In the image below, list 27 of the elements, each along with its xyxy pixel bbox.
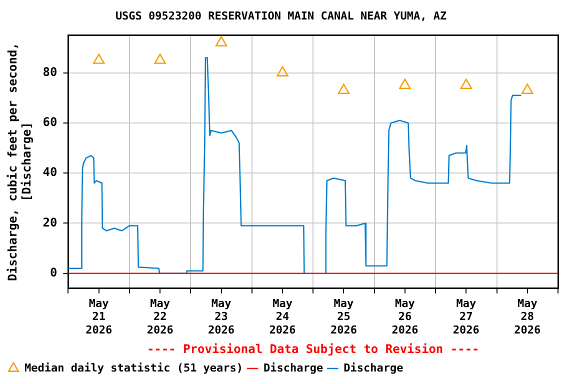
y-axis-title: Discharge, cubic feet per second, [Discharge]: [5, 42, 34, 282]
x-tick-label: May 21 2026: [86, 296, 112, 336]
point: [338, 84, 350, 94]
point: [154, 54, 166, 64]
chart-title: USGS 09523200 RESERVATION MAIN CANAL NEAR YUMA, AZ: [115, 9, 447, 22]
x-tick-label: May 23 2026: [208, 296, 235, 336]
x-tick-label: May 25 2026: [330, 296, 358, 336]
x-tick-label: May 24 2026: [269, 296, 296, 336]
point: [276, 66, 288, 76]
point: [93, 54, 105, 64]
y-tick-label: 80: [42, 64, 58, 79]
y-tick-label: 0: [50, 265, 58, 280]
legend-label: Discharge: [344, 361, 404, 374]
legend-label: Discharge: [264, 361, 324, 374]
legend-label: Median daily statistic (51 years): [24, 361, 244, 374]
point: [460, 78, 472, 89]
x-tick-label: May 26 2026: [392, 296, 419, 336]
point: [215, 36, 228, 46]
y-tick-label: 60: [42, 115, 58, 130]
y-tick-label: 40: [42, 165, 58, 180]
text: ---- Provisional Data Subject to Revision ----: [146, 342, 480, 356]
y-tick-label: 20: [42, 215, 58, 230]
x-tick-label: May 28 2026: [514, 296, 542, 336]
x-tick-label: May 22 2026: [146, 296, 174, 336]
x-tick-label: May 27 2026: [452, 296, 480, 336]
point: [399, 78, 411, 89]
point: [522, 84, 534, 94]
